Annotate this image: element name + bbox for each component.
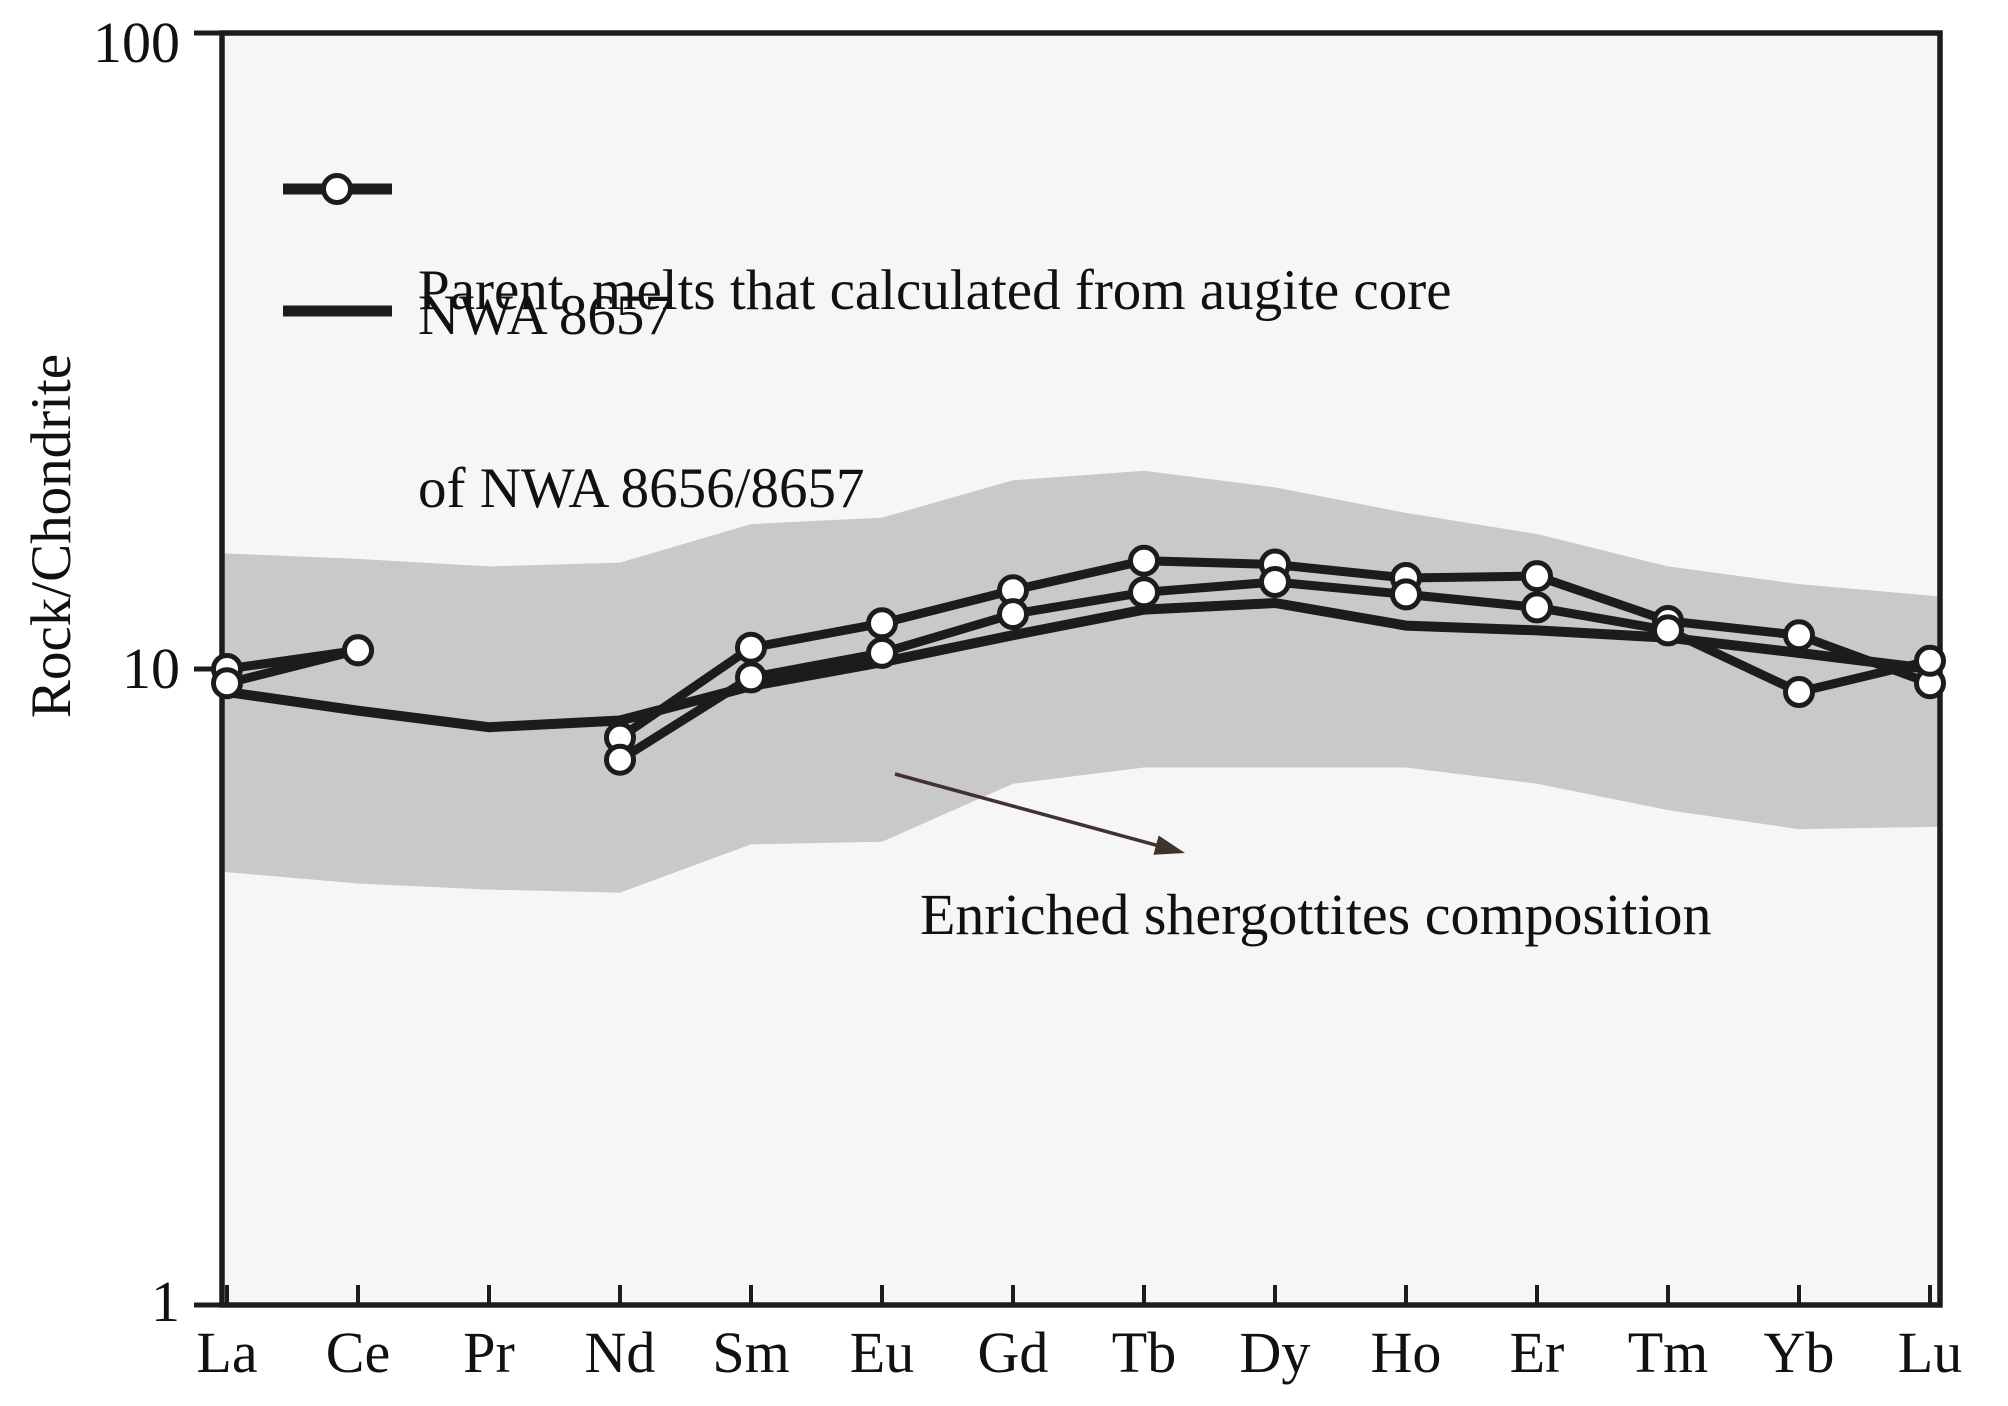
x-tick-label-Nd: Nd xyxy=(585,1320,656,1385)
x-tick-label-Dy: Dy xyxy=(1240,1320,1311,1385)
data-point-series2-Sm xyxy=(735,661,767,694)
band-annotation-text: Enriched shergottites composition xyxy=(920,882,1712,947)
data-point-series1-Er xyxy=(1521,560,1553,593)
x-tick-label-Sm: Sm xyxy=(712,1320,789,1385)
x-tick-label-Lu: Lu xyxy=(1898,1320,1962,1385)
x-tick-label-Pr: Pr xyxy=(463,1320,515,1385)
x-tick-label-Gd: Gd xyxy=(978,1320,1049,1385)
annotation-arrow-shaft xyxy=(894,772,1169,850)
x-tick-label-Tb: Tb xyxy=(1112,1320,1176,1385)
annotation-arrow-head xyxy=(1153,835,1185,855)
data-point-series1-Yb xyxy=(1783,619,1815,652)
data-point-series1-Sm xyxy=(735,631,767,664)
data-point-series2-Ce xyxy=(342,634,374,667)
legend-label-parent-melts-line1: Parent melts that calculated from augite… xyxy=(418,259,1452,322)
data-point-series2-Tm xyxy=(1652,614,1684,647)
data-point-series2-Tb xyxy=(1128,576,1160,609)
x-tick-label-Er: Er xyxy=(1510,1320,1565,1385)
data-point-series2-Nd xyxy=(604,743,636,776)
y-tick-label-1: 1 xyxy=(151,1269,180,1334)
x-tick-label-Eu: Eu xyxy=(850,1320,914,1385)
y-axis-title: Rock/Chondrite xyxy=(20,353,83,719)
legend-label-parent-melts-line2: of NWA 8656/8657 xyxy=(418,457,865,520)
x-tick-label-Ho: Ho xyxy=(1371,1320,1442,1385)
x-tick-label-La: La xyxy=(196,1320,257,1385)
legend-sample-parent-melts-marker xyxy=(321,173,353,205)
data-point-series1-Eu xyxy=(866,607,898,640)
data-point-series2-Ho xyxy=(1390,578,1422,611)
x-tick-label-Ce: Ce xyxy=(326,1320,390,1385)
data-point-series2-Dy xyxy=(1259,566,1291,598)
data-point-series2-Gd xyxy=(997,598,1029,631)
data-point-series2-Yb xyxy=(1783,676,1815,708)
y-tick-label-10: 10 xyxy=(122,636,180,701)
series-line-3 xyxy=(226,597,1931,733)
legend-label-nwa8657: NWA 8657 xyxy=(418,284,673,347)
x-tick-label-Tm: Tm xyxy=(1628,1320,1709,1385)
data-point-series2-Eu xyxy=(866,636,898,669)
data-point-series2-La xyxy=(211,667,243,700)
data-point-series2-Er xyxy=(1521,591,1553,624)
data-point-series1-Tb xyxy=(1128,544,1160,577)
data-point-series2-Lu xyxy=(1914,644,1946,677)
x-tick-label-Yb: Yb xyxy=(1764,1320,1835,1385)
legend-label-parent-melts: Parent melts that calculated from augite… xyxy=(418,126,1452,654)
y-tick-label-100: 100 xyxy=(93,10,180,75)
